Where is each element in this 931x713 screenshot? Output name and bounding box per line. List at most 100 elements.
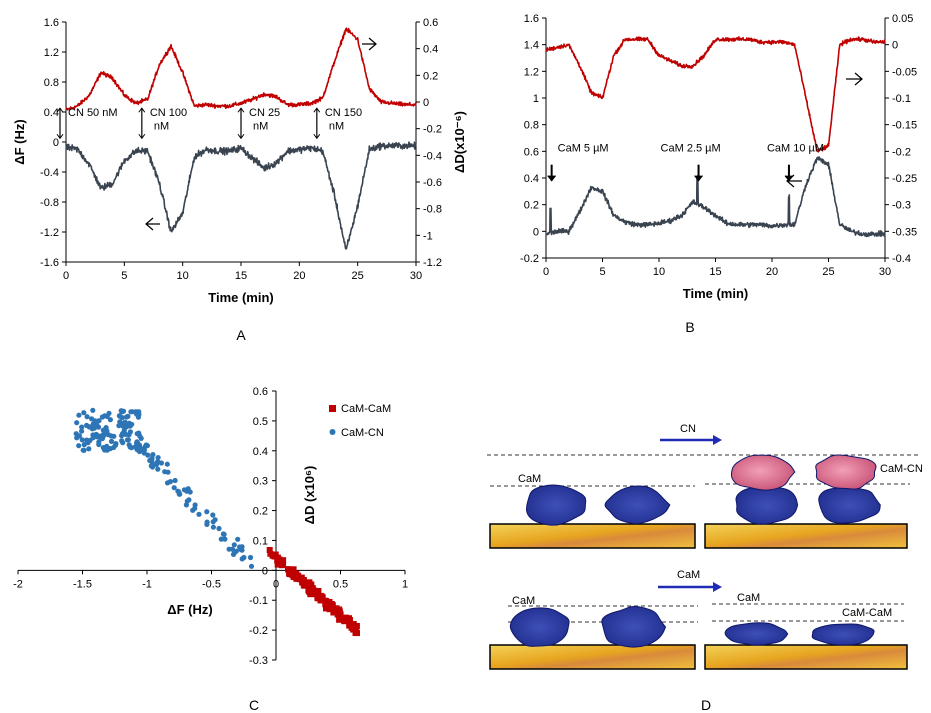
y-tick-label-right: -1.2 [423, 257, 442, 269]
y-tick-label-left: 1.4 [524, 40, 539, 52]
scatter-point-cam-cam [354, 630, 360, 637]
scatter-point-cam-cn [96, 418, 102, 424]
ann-label-2: nM [253, 120, 268, 132]
scatter-point-cam-cn [99, 436, 105, 442]
cn-blob [730, 454, 796, 491]
scatter-point-cam-cn [187, 489, 193, 495]
scatter-point-cam-cn [190, 507, 196, 513]
scatter-point-cam-cn [183, 502, 189, 508]
scatter-point-cam-cn [119, 409, 125, 415]
scatter-point-cam-cn [96, 439, 102, 445]
scatter-point-cam-cn [155, 466, 161, 472]
legend-label-cam-cam: CaM-CaM [341, 403, 391, 415]
y-tick-label: -0.1 [249, 595, 268, 607]
y-tick-label-right: -0.05 [892, 66, 917, 78]
legend-label-cam-cn: CaM-CN [341, 427, 384, 439]
y-tick-label-right: -0.35 [892, 226, 917, 238]
scatter-point-cam-cn [222, 536, 228, 542]
ann-arrowhead-down [313, 133, 321, 140]
scatter-point-cam-cn [107, 417, 113, 423]
y-tick-label-left: 0.8 [44, 77, 59, 89]
scatter-point-cam-cn [230, 551, 237, 558]
scatter-point-cam-cn [239, 547, 245, 553]
scatter-point-cam-cn [172, 477, 178, 484]
ann-arrowhead-down [237, 133, 245, 140]
panel-d: CN CaM CaM-CN CaM CaM CaM CaM-CaM D [487, 423, 923, 713]
y-tick-label-right: -1 [423, 230, 433, 242]
scatter-point-cam-cn [226, 546, 232, 552]
scatter-point-cam-cn [79, 424, 85, 430]
scatter-point-cam-cam [318, 592, 325, 599]
scatter-point-cam-cn [93, 431, 99, 437]
arrow-left-axis [786, 174, 802, 188]
y-tick-label-right: -0.3 [892, 200, 911, 212]
scatter-point-cam-cn [129, 421, 135, 427]
y-tick-label-right: -0.8 [423, 204, 442, 216]
scatter-point-cam-cn [210, 512, 216, 518]
scatter-point-cam-cam [353, 626, 360, 633]
gold-plate-1 [489, 523, 696, 549]
scatter-point-cam-cn [90, 407, 96, 413]
scatter-point-cam-cam [333, 605, 340, 612]
x-tick-label: 1 [402, 578, 408, 590]
ann-arrowhead-down [138, 133, 146, 140]
scatter-point-cam-cn [204, 519, 210, 525]
cam-blob [818, 486, 881, 524]
scatter-point-cam-cam [292, 570, 299, 577]
arrow-right-axis [846, 72, 863, 86]
ann-arrowhead-up [237, 107, 245, 113]
scatter-point-cam-cn [136, 442, 143, 448]
scatter-point-cam-cam [274, 557, 281, 564]
scatter-point-cam-cn [125, 437, 131, 443]
scatter-point-cam-cn [164, 480, 171, 486]
scatter-point-cam-cn [81, 442, 87, 448]
x-tick-label: -0.5 [202, 578, 221, 590]
scatter-point-cam-cam [336, 616, 343, 623]
scatter-point-cam-cn [216, 525, 222, 532]
ann-arrowhead-up [56, 107, 64, 113]
scatter-point-cam-cn [155, 455, 161, 461]
scatter-point-cam-cn [171, 485, 177, 491]
label-cam-1: CaM [518, 473, 541, 485]
y-tick-label-left: -1.2 [40, 227, 59, 239]
y-tick-label-left: 1.6 [524, 13, 539, 25]
scatter-point-cam-cn [76, 443, 82, 449]
scatter-point-cam-cam [271, 553, 278, 560]
y-tick-label-right: -0.2 [892, 146, 911, 158]
scatter-point-cam-cn [106, 410, 112, 416]
arrow-right-axis [362, 37, 377, 51]
panel-label-c: C [249, 697, 259, 713]
arrow-left-axis [145, 217, 160, 231]
y-tick-label-left: 0 [533, 226, 539, 238]
scatter-point-cam-cam [346, 622, 353, 629]
scatter-point-cam-cam [346, 619, 353, 625]
panel-b: 0 5 10 15 20 25 30 1.6 1.4 1.2 1 0.8 0.6 0.4 0.2 0 -0.2 0… [520, 13, 917, 335]
scatter-point-cam-cn [239, 556, 245, 562]
label-cam-cn: CaM-CN [880, 463, 923, 475]
y-tick-label: 0 [262, 565, 268, 577]
scatter-point-cam-cn [204, 509, 210, 515]
scatter-point-cam-cn [133, 409, 139, 415]
scatter-point-cam-cn [92, 418, 98, 424]
scatter-point-cam-cn [247, 554, 254, 561]
y-tick-label-left: 0.8 [524, 120, 539, 132]
scatter-point-cam-cam [328, 601, 335, 607]
x-tick-label: 30 [879, 266, 891, 278]
y-tick-label-left: -1.6 [40, 257, 59, 269]
y-tick-label-left: 1.2 [524, 66, 539, 78]
ann-arrowhead [547, 175, 557, 182]
label-cam-3: CaM [737, 592, 760, 604]
ann-label-2: nM [329, 120, 344, 132]
y-tick-label-right: -0.6 [423, 177, 442, 189]
scatter-point-cam-cn [134, 431, 140, 437]
scatter-point-cam-cn [104, 447, 110, 453]
y-tick-label-left: -0.2 [520, 253, 539, 265]
scatter-point-cam-cn [142, 443, 149, 449]
series-line-0 [65, 27, 417, 111]
scatter-point-cam-cam [286, 570, 293, 576]
arrow-cn-head [713, 435, 722, 445]
ann-arrowhead [694, 175, 703, 182]
y-tick-label-left: 1.2 [44, 47, 59, 59]
scatter-point-cam-cn [231, 542, 237, 548]
